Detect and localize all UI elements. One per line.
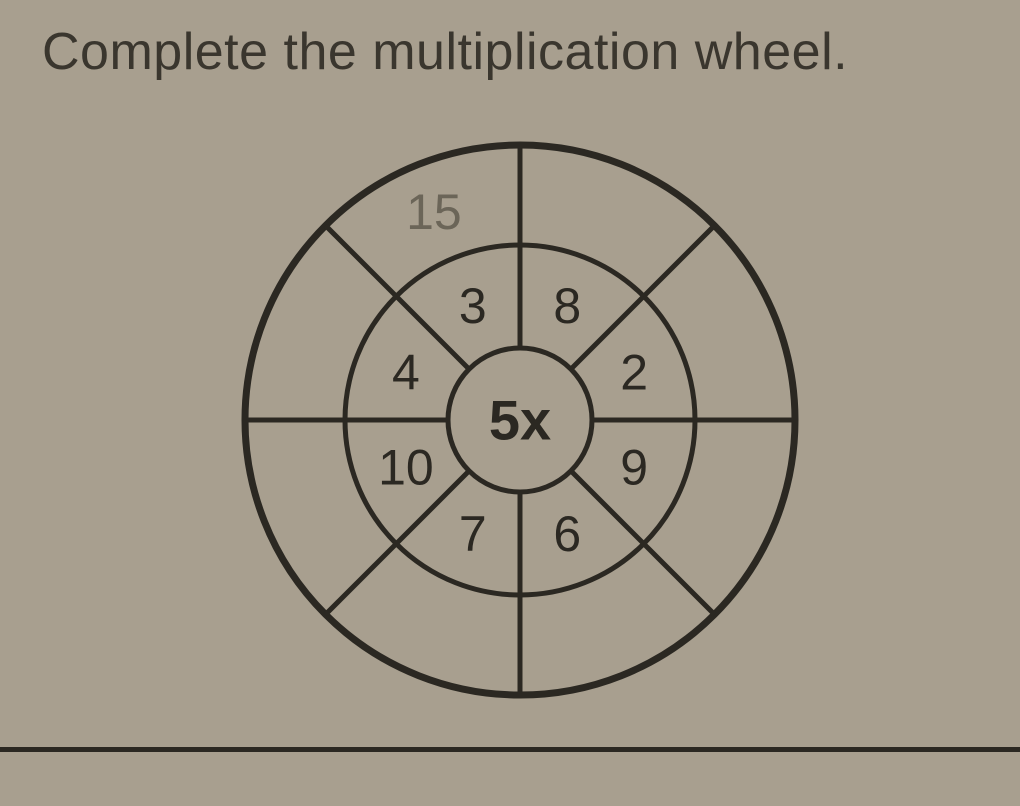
outer-value: 15: [406, 184, 462, 240]
inner-value: 3: [459, 278, 487, 334]
center-label: 5x: [489, 389, 551, 452]
bottom-border: [0, 747, 1020, 752]
inner-value: 8: [553, 278, 581, 334]
instruction-text: Complete the multiplication wheel.: [42, 22, 848, 82]
inner-value: 9: [620, 439, 648, 495]
inner-value: 6: [553, 506, 581, 562]
inner-value: 4: [392, 345, 420, 401]
multiplication-wheel: 82 96 7 10 43 15 5x: [240, 140, 800, 700]
inner-value: 10: [378, 439, 434, 495]
wheel-svg: 82 96 7 10 43 15 5x: [240, 140, 800, 700]
inner-value: 7: [459, 506, 487, 562]
inner-value: 2: [620, 345, 648, 401]
